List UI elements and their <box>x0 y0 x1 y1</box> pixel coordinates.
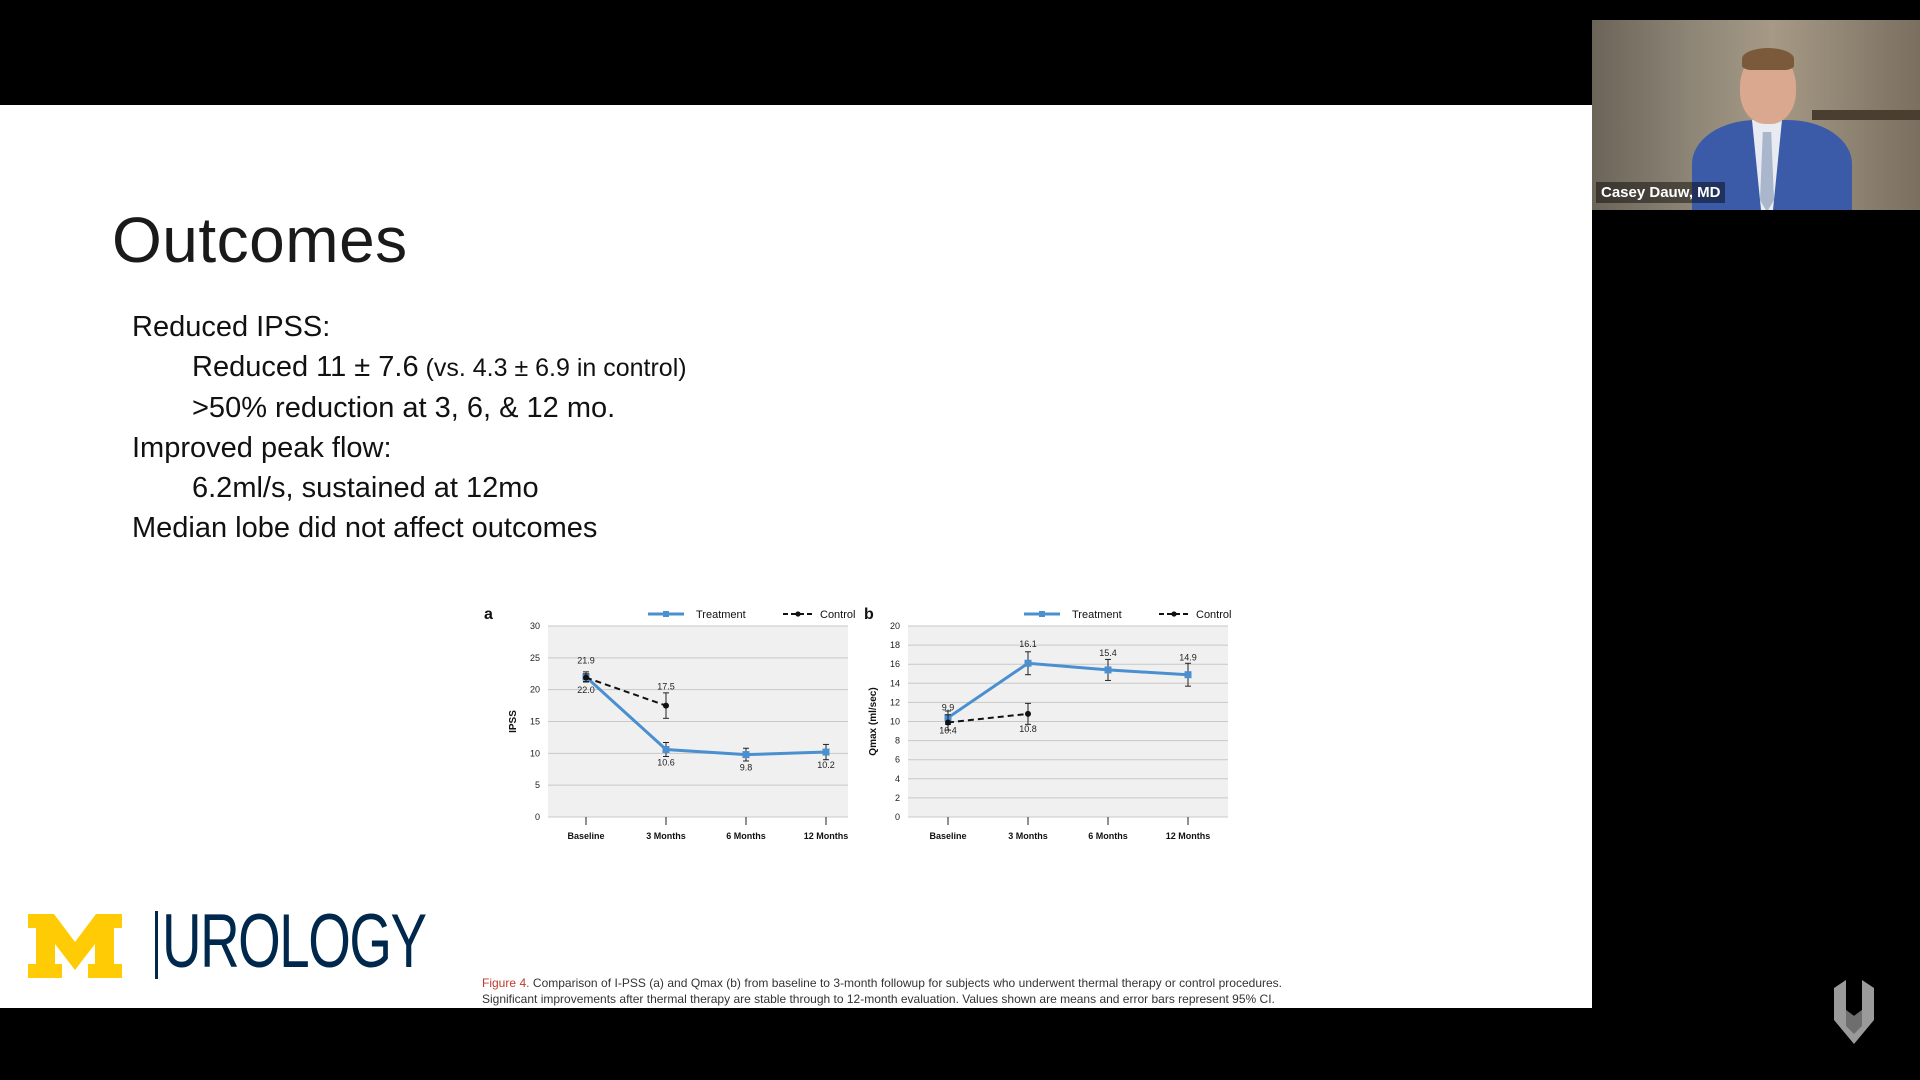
series-line-control <box>585 676 667 707</box>
x-tick-label: 12 Months <box>804 831 849 841</box>
video-shelf <box>1812 110 1920 120</box>
y-tick-label: 0 <box>535 812 540 822</box>
video-person-hair <box>1742 48 1794 70</box>
x-tick-label: Baseline <box>567 831 604 841</box>
data-label: 9.9 <box>942 702 955 712</box>
x-tick-label: 3 Months <box>1008 831 1048 841</box>
data-label: 10.8 <box>1019 724 1037 734</box>
data-label: 17.5 <box>657 682 675 692</box>
legend-treatment-marker <box>663 611 669 617</box>
legend-control-marker <box>795 611 801 617</box>
y-tick-label: 20 <box>530 685 540 695</box>
bullet-item: Median lobe did not affect outcomes <box>132 508 687 548</box>
data-point <box>742 751 750 759</box>
y-tick-label: 16 <box>890 659 900 669</box>
bullet-item: >50% reduction at 3, 6, & 12 mo. <box>132 388 687 428</box>
x-tick-label: 12 Months <box>1166 831 1211 841</box>
data-point <box>583 674 589 681</box>
panel-letter: a <box>484 606 493 623</box>
logo-divider <box>155 911 158 979</box>
y-tick-label: 14 <box>890 678 900 688</box>
legend-control-label: Control <box>1196 609 1231 621</box>
bullet-text: >50% reduction at 3, 6, & 12 mo. <box>192 392 616 424</box>
series-line-treatment <box>584 675 827 757</box>
data-label: 15.4 <box>1099 648 1117 658</box>
bullet-text: Median lobe did not affect outcomes <box>132 512 598 544</box>
series-line-treatment <box>947 661 1189 719</box>
bullet-text: Reduced 11 ± 7.6 <box>192 351 419 383</box>
data-point <box>662 746 670 754</box>
x-tick-label: 6 Months <box>1088 831 1128 841</box>
y-tick-label: 2 <box>895 793 900 803</box>
slide: Outcomes Reduced IPSS: Reduced 11 ± 7.6 … <box>0 105 1592 1008</box>
data-point <box>1184 671 1192 679</box>
y-tick-label: 0 <box>895 812 900 822</box>
bullet-list: Reduced IPSS: Reduced 11 ± 7.6 (vs. 4.3 … <box>132 307 687 548</box>
y-tick-label: 10 <box>530 748 540 758</box>
data-label: 10.4 <box>939 726 957 736</box>
bullet-text: 6.2ml/s, sustained at 12mo <box>192 472 539 504</box>
data-label: 22.0 <box>577 685 595 695</box>
y-tick-label: 20 <box>890 621 900 631</box>
participant-name: Casey Dauw, MD <box>1596 182 1726 203</box>
y-tick-label: 6 <box>895 755 900 765</box>
data-label: 16.1 <box>1019 639 1037 649</box>
caption-text: Comparison of I-PSS (a) and Qmax (b) fro… <box>482 976 1282 1006</box>
participant-video[interactable]: Casey Dauw, MD <box>1592 20 1920 210</box>
y-tick-label: 30 <box>530 621 540 631</box>
bullet-text: Reduced IPSS: <box>132 311 331 343</box>
bullet-item: Improved peak flow: <box>132 428 687 468</box>
y-axis-label: Qmax (ml/sec) <box>868 687 879 755</box>
data-point <box>1025 710 1031 717</box>
video-person-tie <box>1760 132 1774 210</box>
y-tick-label: 25 <box>530 653 540 663</box>
y-tick-label: 15 <box>530 717 540 727</box>
data-point <box>945 719 951 726</box>
figure-caption: Figure 4. Comparison of I-PSS (a) and Qm… <box>482 975 1282 1008</box>
y-tick-label: 5 <box>535 780 540 790</box>
panel-letter: b <box>864 606 874 623</box>
data-point <box>1104 666 1112 674</box>
caption-label: Figure 4. <box>482 976 530 990</box>
bullet-text: Improved peak flow: <box>132 432 392 464</box>
data-label: 21.9 <box>577 656 595 666</box>
app-watermark-icon <box>1834 980 1874 1044</box>
bullet-item: 6.2ml/s, sustained at 12mo <box>132 468 687 508</box>
slide-title: Outcomes <box>112 204 408 276</box>
data-label: 10.6 <box>657 758 675 768</box>
data-label: 9.8 <box>740 763 753 773</box>
x-tick-label: Baseline <box>929 831 966 841</box>
series-line-control <box>947 712 1029 724</box>
data-label: 14.9 <box>1179 653 1197 663</box>
data-point <box>1024 659 1032 667</box>
bullet-text-note: (vs. 4.3 ± 6.9 in control) <box>418 354 687 382</box>
y-tick-label: 10 <box>890 717 900 727</box>
figure: a 0 5 10 15 20 25 30 IPSS Baseline 3 Months 6 Month… <box>480 595 1290 1008</box>
y-axis-label: IPSS <box>508 710 519 733</box>
y-tick-label: 4 <box>895 774 900 784</box>
data-point <box>822 748 830 756</box>
legend-treatment-marker <box>1039 611 1045 617</box>
data-point <box>663 702 669 709</box>
y-tick-label: 12 <box>890 697 900 707</box>
chart-qmax: b 0 2 4 6 8 10 12 14 16 18 20 Qmax (ml/sec) Baseline 3… <box>864 606 1231 841</box>
legend-control-marker <box>1171 611 1177 617</box>
legend-treatment-label: Treatment <box>696 609 746 621</box>
logo-text: UROLOGY <box>162 899 427 984</box>
y-tick-label: 8 <box>895 736 900 746</box>
bullet-item: Reduced IPSS: <box>132 307 687 347</box>
y-tick-label: 18 <box>890 640 900 650</box>
x-tick-label: 6 Months <box>726 831 766 841</box>
x-tick-label: 3 Months <box>646 831 686 841</box>
legend-control-label: Control <box>820 609 855 621</box>
legend-treatment-label: Treatment <box>1072 609 1122 621</box>
data-label: 10.2 <box>817 760 835 770</box>
bullet-item: Reduced 11 ± 7.6 (vs. 4.3 ± 6.9 in contr… <box>132 347 687 388</box>
chart-ipss: a 0 5 10 15 20 25 30 IPSS Baseline 3 Months 6 Month… <box>484 606 855 841</box>
block-m-logo <box>28 914 122 978</box>
